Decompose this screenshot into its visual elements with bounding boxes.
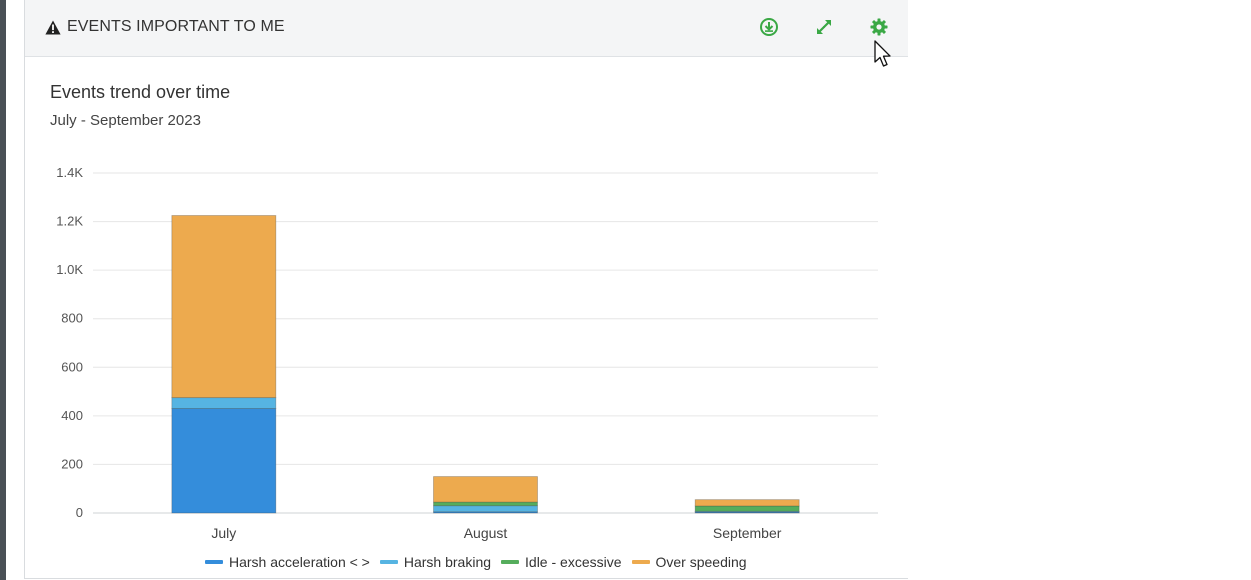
x-tick-label: August	[464, 525, 508, 541]
chart-title: Events trend over time	[50, 82, 231, 102]
gear-icon	[870, 18, 888, 36]
x-tick-label: July	[211, 525, 236, 541]
mouse-cursor-icon	[874, 40, 891, 67]
legend-item[interactable]: Over speeding	[631, 554, 747, 570]
expand-icon	[815, 18, 833, 36]
bar-segment	[433, 505, 538, 513]
download-button[interactable]	[758, 16, 780, 38]
y-tick-label: 200	[61, 456, 83, 471]
chart-subtitle: July - September 2023	[50, 112, 201, 129]
download-icon	[760, 18, 778, 36]
y-tick-label: 1.2K	[56, 214, 83, 229]
y-tick-label: 1.4K	[56, 165, 83, 180]
legend-label: Harsh braking	[403, 554, 492, 570]
expand-button[interactable]	[813, 16, 835, 38]
empty-workspace	[908, 0, 1251, 580]
bar-segment	[171, 215, 277, 399]
legend-label: Over speeding	[655, 554, 747, 570]
warning-icon	[45, 20, 61, 35]
panel-header: EVENTS IMPORTANT TO ME	[25, 0, 908, 57]
bar-segment	[433, 501, 538, 507]
events-panel: EVENTS IMPORTANT TO ME	[24, 0, 909, 579]
legend-swatch	[631, 560, 650, 564]
panel-title: EVENTS IMPORTANT TO ME	[67, 18, 285, 35]
chart-area: Events trend over time July - September …	[25, 57, 908, 578]
y-tick-label: 600	[61, 359, 83, 374]
legend-swatch	[379, 560, 398, 564]
left-window-edge	[0, 0, 6, 580]
x-tick-label: September	[713, 525, 782, 541]
y-tick-label: 400	[61, 408, 83, 423]
y-tick-label: 800	[61, 311, 83, 326]
legend-swatch	[205, 560, 223, 564]
stacked-bar-chart: 0 200 400 600 800 1.0K 1.2K 1.4K July August Septe…	[56, 165, 878, 541]
bar-segment	[171, 408, 277, 514]
bar-segment	[433, 476, 538, 503]
y-tick-label: 0	[76, 505, 83, 520]
legend-label: Harsh acceleration < >	[229, 554, 370, 570]
y-tick-label: 1.0K	[56, 262, 83, 277]
settings-button[interactable]	[868, 16, 890, 38]
legend-label: Idle - excessive	[525, 554, 622, 570]
legend-swatch	[501, 560, 520, 564]
legend-item[interactable]: Harsh acceleration < >	[205, 554, 370, 570]
panel-title-group: EVENTS IMPORTANT TO ME	[45, 18, 285, 36]
legend-item[interactable]: Idle - excessive	[501, 554, 622, 570]
bar-segment	[694, 505, 800, 512]
legend-item[interactable]: Harsh braking	[379, 554, 492, 570]
bar-segment	[694, 499, 800, 507]
chart-legend: Harsh acceleration < > Harsh braking Idle …	[205, 554, 747, 570]
bar-segment	[171, 397, 277, 409]
